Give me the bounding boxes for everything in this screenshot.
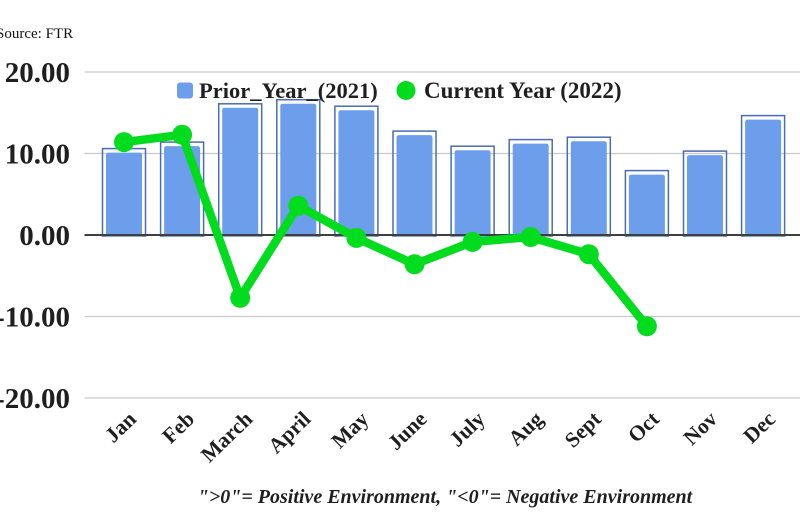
svg-text:Prior_Year_(2021): Prior_Year_(2021) — [199, 78, 378, 103]
svg-text:0.00: 0.00 — [19, 220, 70, 252]
svg-text:-20.00: -20.00 — [0, 383, 70, 415]
svg-text:-10.00: -10.00 — [0, 302, 70, 334]
svg-text:">0"= Positive Environment, "<: ">0"= Positive Environment, "<0"= Negati… — [198, 486, 694, 508]
svg-text:20.00: 20.00 — [5, 57, 70, 89]
svg-text:Current Year (2022): Current Year (2022) — [424, 78, 622, 103]
svg-text:10.00: 10.00 — [5, 139, 70, 171]
svg-text:Source: FTR: Source: FTR — [0, 26, 73, 42]
